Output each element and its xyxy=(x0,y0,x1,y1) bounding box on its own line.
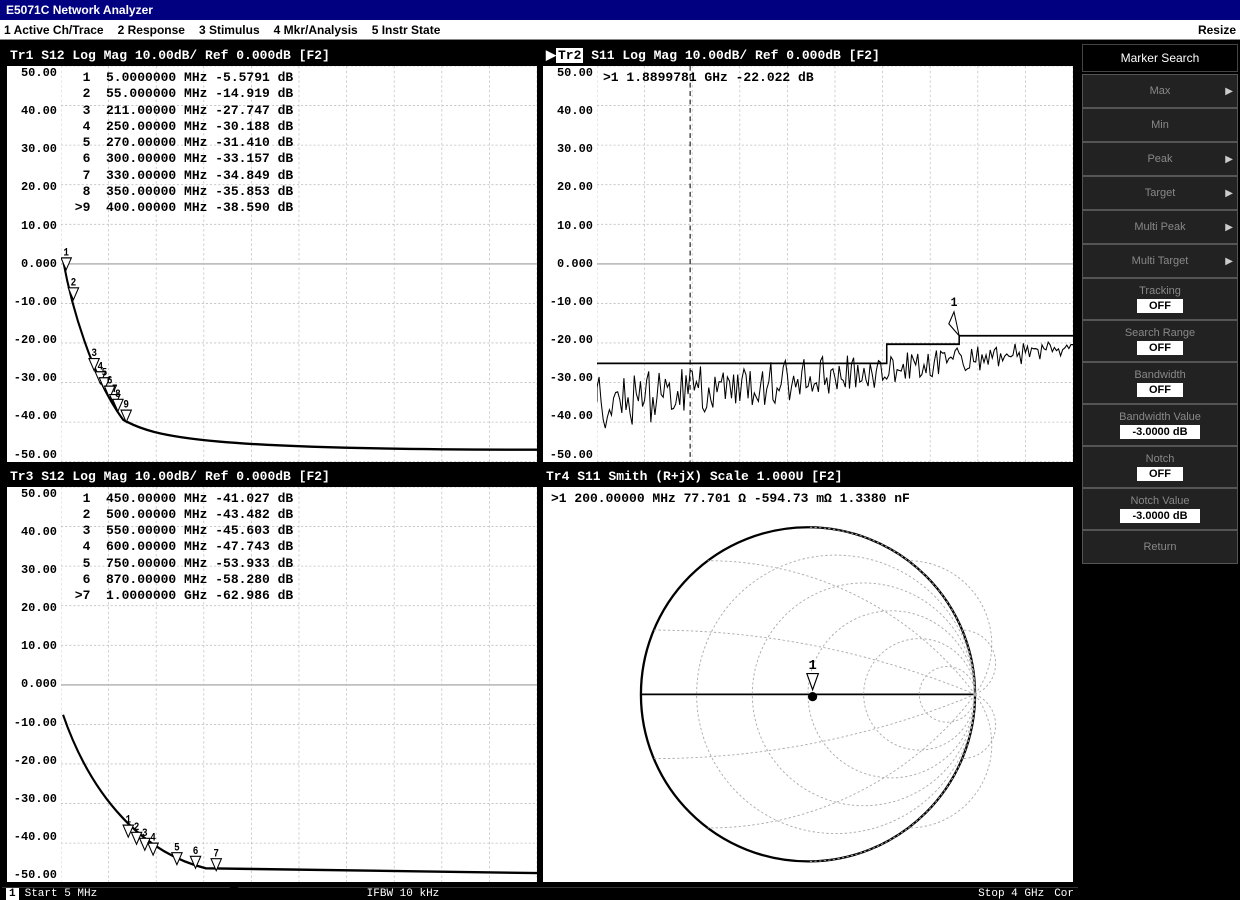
menu-left: 1 Active Ch/Trace 2 Response 3 Stimulus … xyxy=(4,23,440,37)
tr3-marker-list: 1 450.00000 MHz -41.027 dB 2 500.00000 M… xyxy=(67,491,293,605)
panel-tr2[interactable]: ▶Tr2 S11 Log Mag 10.00dB/ Ref 0.000dB [F… xyxy=(542,46,1074,463)
tr2-plot: 1 2 xyxy=(597,66,1073,462)
tr2-label-rest: S11 Log Mag 10.00dB/ Ref 0.000dB [F2] xyxy=(583,48,879,63)
tr1-marker-list: 1 5.0000000 MHz -5.5791 dB 2 55.000000 M… xyxy=(67,70,293,216)
svg-text:1: 1 xyxy=(125,815,131,827)
chevron-right-icon: ▶ xyxy=(1225,188,1233,199)
panel-tr4[interactable]: Tr4 S11 Smith (R+jX) Scale 1.000U [F2] >… xyxy=(542,467,1074,884)
svg-text:1: 1 xyxy=(63,248,69,260)
ref-marker-icon xyxy=(1073,264,1081,276)
svg-text:2: 2 xyxy=(134,822,140,834)
menu-resize[interactable]: Resize xyxy=(1198,23,1236,37)
tr1-yaxis: 50.0040.0030.0020.0010.000.000-10.00-20.… xyxy=(7,66,61,462)
softkey-sidebar: Marker Search Max▶MinPeak▶Target▶Multi P… xyxy=(1080,40,1240,860)
x-marker-icon xyxy=(228,882,240,890)
status-channel: 1 xyxy=(6,888,19,900)
chevron-right-icon: ▶ xyxy=(1225,222,1233,233)
status-ifbw: IFBW 10 kHz xyxy=(367,888,440,900)
tr2-yaxis: 50.0040.0030.0020.0010.000.000-10.00-20.… xyxy=(543,66,597,462)
softkey-search-range[interactable]: Search RangeOFF xyxy=(1082,320,1238,362)
tr3-yaxis: 50.0040.0030.0020.0010.000.000-10.00-20.… xyxy=(7,487,61,883)
tr1-chart: 50.0040.0030.0020.0010.000.000-10.00-20.… xyxy=(6,65,538,463)
plot-area: Tr1 S12 Log Mag 10.00dB/ Ref 0.000dB [F2… xyxy=(0,40,1080,860)
softkey-tracking[interactable]: TrackingOFF xyxy=(1082,278,1238,320)
tr2-active-icon: ▶ xyxy=(546,48,556,63)
menu-mkr-analysis[interactable]: 4 Mkr/Analysis xyxy=(274,23,358,37)
svg-text:1: 1 xyxy=(951,295,958,310)
tr2-chart: 50.0040.0030.0020.0010.000.000-10.00-20.… xyxy=(542,65,1074,463)
svg-text:8: 8 xyxy=(115,389,121,401)
svg-text:3: 3 xyxy=(142,828,148,840)
status-left: 1 Start 5 MHz xyxy=(6,888,97,900)
smith-svg: 1 xyxy=(543,510,1073,879)
svg-text:5: 5 xyxy=(174,843,180,855)
softkey-return[interactable]: Return xyxy=(1082,530,1238,564)
plot-grid: Tr1 S12 Log Mag 10.00dB/ Ref 0.000dB [F2… xyxy=(2,42,1078,887)
status-right: Stop 4 GHz Cor xyxy=(978,888,1074,900)
tr3-title: Tr3 S12 Log Mag 10.00dB/ Ref 0.000dB [F2… xyxy=(6,467,538,486)
menu-instr-state[interactable]: 5 Instr State xyxy=(372,23,441,37)
tr2-title: ▶Tr2 S11 Log Mag 10.00dB/ Ref 0.000dB [F… xyxy=(542,46,1074,65)
tr2-svg: 1 xyxy=(597,66,1073,462)
chevron-right-icon: ▶ xyxy=(1225,86,1233,97)
panel-tr3[interactable]: Tr3 S12 Log Mag 10.00dB/ Ref 0.000dB [F2… xyxy=(6,467,538,884)
panel-tr1[interactable]: Tr1 S12 Log Mag 10.00dB/ Ref 0.000dB [F2… xyxy=(6,46,538,463)
svg-text:3: 3 xyxy=(91,349,97,361)
svg-text:9: 9 xyxy=(123,400,129,412)
softkey-target[interactable]: Target▶ xyxy=(1082,176,1238,210)
chevron-right-icon: ▶ xyxy=(1225,154,1233,165)
app-title: E5071C Network Analyzer xyxy=(6,3,153,17)
softkey-multi-peak[interactable]: Multi Peak▶ xyxy=(1082,210,1238,244)
tr3-chart: 50.0040.0030.0020.0010.000.000-10.00-20.… xyxy=(6,486,538,884)
softkey-min[interactable]: Min xyxy=(1082,108,1238,142)
svg-text:6: 6 xyxy=(193,846,199,858)
tr2-marker-readout: >1 1.8899781 GHz -22.022 dB xyxy=(603,70,814,85)
softkey-bandwidth-value[interactable]: Bandwidth Value-3.0000 dB xyxy=(1082,404,1238,446)
chevron-right-icon: ▶ xyxy=(1225,256,1233,267)
softkey-peak[interactable]: Peak▶ xyxy=(1082,142,1238,176)
softkey-notch-value[interactable]: Notch Value-3.0000 dB xyxy=(1082,488,1238,530)
softkey-bandwidth[interactable]: BandwidthOFF xyxy=(1082,362,1238,404)
status-start: Start 5 MHz xyxy=(25,888,98,900)
tr4-chart: >1 200.00000 MHz 77.701 Ω -594.73 mΩ 1.3… xyxy=(542,486,1074,884)
status-bar: 1 Start 5 MHz IFBW 10 kHz Stop 4 GHz Cor xyxy=(2,887,1078,900)
menu-response[interactable]: 2 Response xyxy=(118,23,185,37)
tr1-title: Tr1 S12 Log Mag 10.00dB/ Ref 0.000dB [F2… xyxy=(6,46,538,65)
svg-text:4: 4 xyxy=(150,833,156,845)
sidebar-header: Marker Search xyxy=(1082,44,1238,72)
menu-active-ch[interactable]: 1 Active Ch/Trace xyxy=(4,23,104,37)
tr4-readout: >1 200.00000 MHz 77.701 Ω -594.73 mΩ 1.3… xyxy=(543,487,1073,510)
softkey-multi-target[interactable]: Multi Target▶ xyxy=(1082,244,1238,278)
tr2-label-hl: Tr2 xyxy=(556,48,583,63)
svg-text:1: 1 xyxy=(808,658,816,674)
title-bar: E5071C Network Analyzer xyxy=(0,0,1240,20)
status-stop: Stop 4 GHz xyxy=(978,888,1044,900)
softkey-notch[interactable]: NotchOFF xyxy=(1082,446,1238,488)
status-cor: Cor xyxy=(1054,888,1074,900)
svg-text:2: 2 xyxy=(71,278,77,290)
main-area: Tr1 S12 Log Mag 10.00dB/ Ref 0.000dB [F2… xyxy=(0,40,1240,860)
svg-text:7: 7 xyxy=(213,849,219,861)
tr4-plot: 1 xyxy=(543,510,1073,883)
tr4-title: Tr4 S11 Smith (R+jX) Scale 1.000U [F2] xyxy=(542,467,1074,486)
softkey-max[interactable]: Max▶ xyxy=(1082,74,1238,108)
menu-bar: 1 Active Ch/Trace 2 Response 3 Stimulus … xyxy=(0,20,1240,40)
menu-stimulus[interactable]: 3 Stimulus xyxy=(199,23,260,37)
